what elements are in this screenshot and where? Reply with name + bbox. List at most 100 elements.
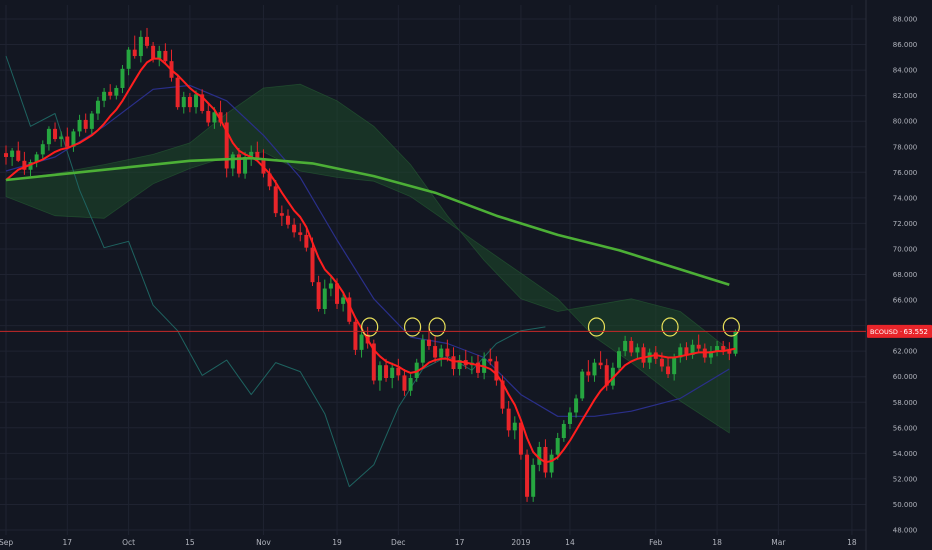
candle-body bbox=[218, 112, 223, 123]
candle-body bbox=[181, 96, 186, 108]
candle-body bbox=[151, 45, 156, 59]
candle-body bbox=[531, 464, 536, 497]
candle-body bbox=[163, 50, 168, 62]
candle bbox=[77, 114, 82, 137]
candle-body bbox=[224, 122, 229, 169]
time-tick-label: Oct bbox=[122, 538, 135, 547]
candle-body bbox=[567, 412, 572, 424]
candle-body bbox=[46, 128, 51, 145]
price-tick-label: 82.000 bbox=[893, 92, 918, 100]
candle-body bbox=[408, 377, 413, 391]
price-tick-label: 70.000 bbox=[893, 245, 918, 253]
candle-body bbox=[341, 297, 346, 304]
candle-body bbox=[206, 110, 211, 123]
price-tick-label: 66.000 bbox=[893, 297, 918, 305]
candle bbox=[598, 351, 603, 370]
candle-body bbox=[65, 136, 70, 147]
candle bbox=[537, 441, 542, 472]
candle-body bbox=[114, 87, 119, 96]
candle bbox=[512, 416, 517, 440]
candle-body bbox=[396, 367, 401, 376]
candle-body bbox=[457, 360, 462, 370]
candle bbox=[316, 275, 321, 312]
candle-body bbox=[390, 367, 395, 378]
moving-averages bbox=[5, 57, 736, 464]
candle bbox=[163, 43, 168, 65]
annotations bbox=[361, 317, 740, 337]
candle bbox=[408, 374, 413, 396]
price-tick-label: 50.000 bbox=[893, 501, 918, 509]
candle-body bbox=[304, 234, 309, 248]
candle-body bbox=[292, 224, 297, 233]
candle bbox=[65, 127, 70, 150]
candle bbox=[187, 93, 192, 113]
candle-body bbox=[359, 334, 364, 350]
candle-body bbox=[445, 348, 450, 357]
candle bbox=[439, 344, 444, 367]
candle-body bbox=[659, 358, 664, 367]
candle bbox=[114, 85, 119, 100]
candle bbox=[341, 292, 346, 312]
candle-body bbox=[690, 344, 695, 355]
candle-body bbox=[22, 160, 27, 170]
candle-body bbox=[95, 100, 100, 114]
candle-body bbox=[574, 398, 579, 413]
candle-body bbox=[126, 49, 131, 69]
candle bbox=[623, 335, 628, 357]
candle bbox=[525, 449, 530, 502]
candle bbox=[555, 432, 560, 460]
candle bbox=[727, 342, 732, 361]
candle-body bbox=[733, 331, 738, 354]
candle bbox=[16, 141, 21, 163]
candle bbox=[635, 343, 640, 359]
candle-body bbox=[328, 283, 333, 289]
candle bbox=[279, 205, 284, 226]
candle-body bbox=[543, 446, 548, 473]
candle bbox=[494, 356, 499, 386]
candle bbox=[543, 439, 548, 478]
candle bbox=[445, 339, 450, 362]
candle bbox=[733, 329, 738, 357]
candle-body bbox=[402, 375, 407, 391]
candle-body bbox=[279, 213, 284, 216]
candle-body bbox=[426, 339, 431, 347]
candle-body bbox=[230, 154, 235, 169]
candle-body bbox=[666, 366, 671, 375]
candle bbox=[531, 458, 536, 502]
price-tick-label: 48.000 bbox=[893, 527, 918, 535]
last-price-line: BCOUSD · 63.552 bbox=[0, 324, 932, 338]
candle bbox=[426, 326, 431, 350]
candle bbox=[267, 168, 272, 191]
candle-body bbox=[132, 49, 137, 57]
candle bbox=[488, 348, 493, 366]
annotation-circle bbox=[428, 317, 446, 337]
time-tick-label: 17 bbox=[63, 538, 73, 547]
candle bbox=[28, 159, 33, 177]
candle bbox=[322, 279, 327, 315]
candle-body bbox=[108, 91, 113, 96]
price-tick-label: 78.000 bbox=[893, 143, 918, 151]
candle bbox=[696, 334, 701, 353]
candle-body bbox=[71, 131, 76, 147]
candle bbox=[285, 209, 290, 229]
candle-body bbox=[138, 36, 143, 57]
candle bbox=[708, 346, 713, 364]
candle bbox=[353, 317, 358, 355]
candle-body bbox=[439, 348, 444, 358]
candle-body bbox=[708, 351, 713, 358]
candle-body bbox=[506, 408, 511, 431]
candle bbox=[230, 151, 235, 177]
candle-body bbox=[384, 365, 389, 378]
annotation-circle bbox=[587, 317, 606, 337]
price-axis[interactable]: 48.000 50.000 52.000 54.000 56.000 58.000 60.0… bbox=[893, 16, 918, 535]
candle-body bbox=[353, 321, 358, 350]
red-moving-average bbox=[5, 57, 736, 464]
candle-body bbox=[298, 232, 303, 235]
time-axis[interactable]: Sep 17 Oct 15 Nov 19 Dec 17 2019 14 Feb 18 Mar 18 bbox=[0, 538, 857, 547]
candle-body bbox=[144, 36, 149, 46]
candle bbox=[175, 73, 180, 110]
candle-body bbox=[684, 347, 689, 355]
candle-body bbox=[102, 91, 107, 101]
candle bbox=[236, 148, 241, 178]
